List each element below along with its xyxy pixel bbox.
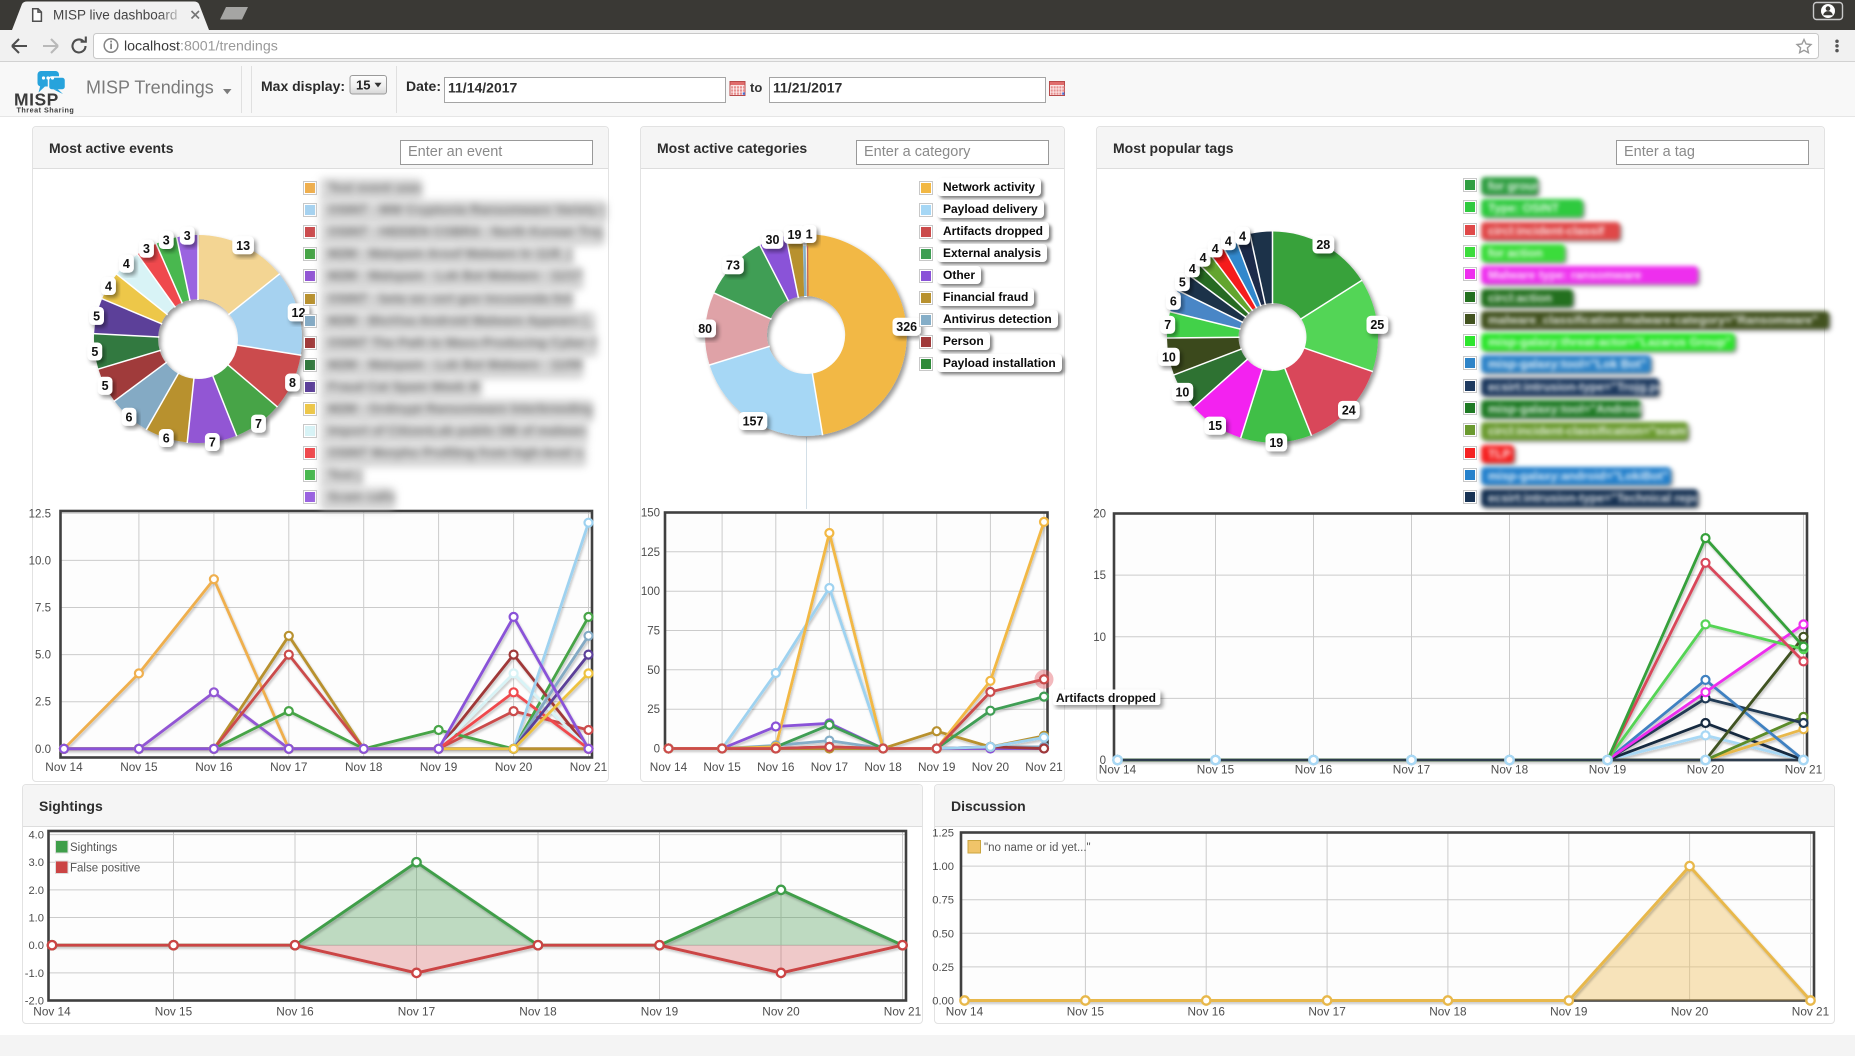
svg-text:to: to [750,80,762,95]
svg-text:11/14/2017: 11/14/2017 [448,80,518,96]
svg-text:MISP Trendings: MISP Trendings [86,78,214,98]
svg-text:localhost:8001/trendings: localhost:8001/trendings [124,39,278,55]
svg-text:15: 15 [356,78,370,93]
svg-text:11/21/2017: 11/21/2017 [773,80,843,96]
svg-text:Max display:: Max display: [261,78,345,94]
svg-text:Threat Sharing: Threat Sharing [17,106,75,115]
svg-text:Date:: Date: [406,78,441,94]
svg-text:MISP live dashboard: MISP live dashboard [53,8,177,23]
svg-text:MISP: MISP [14,90,59,110]
